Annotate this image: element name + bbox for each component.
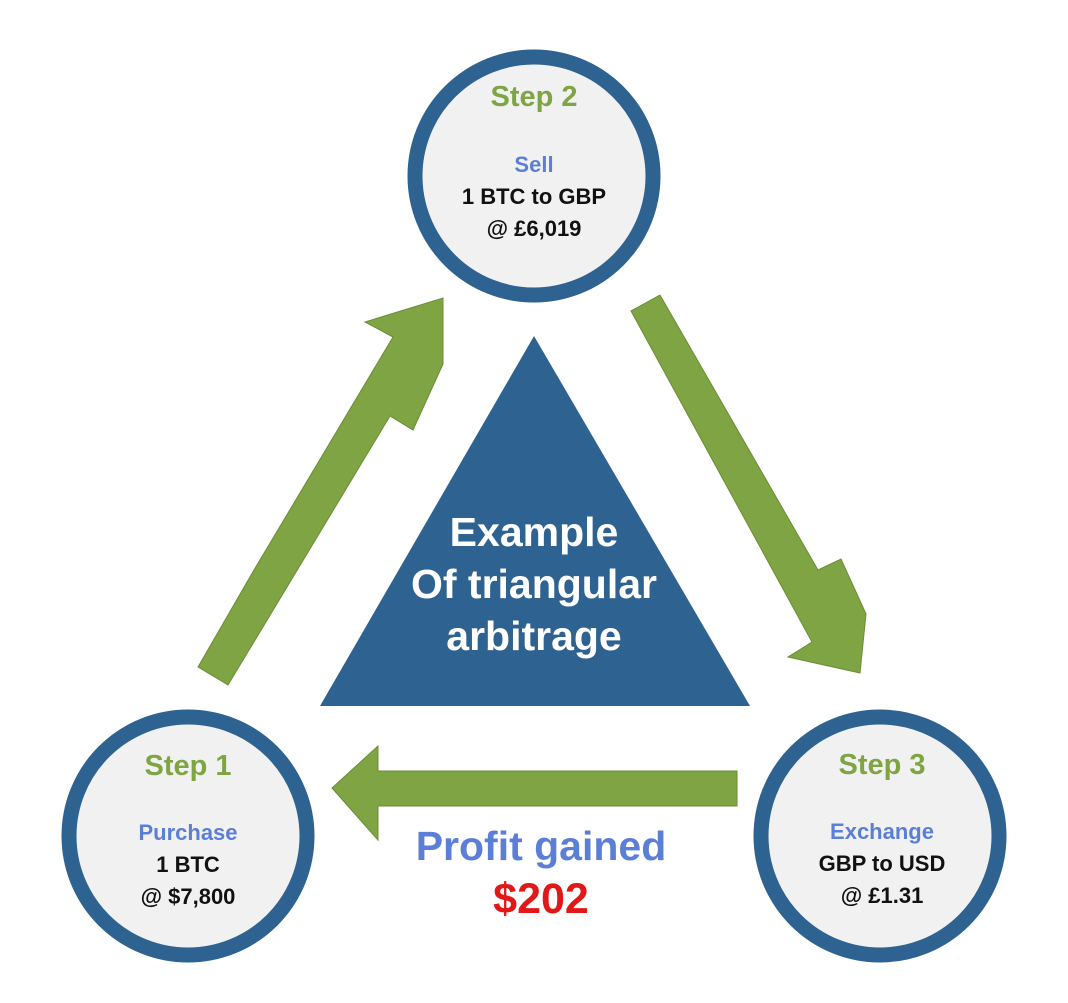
profit-label: Profit gained: [416, 823, 667, 869]
step-2-detail-line2: @ £6,019: [487, 216, 582, 241]
arrow-step3-to-step1: [331, 744, 738, 842]
center-triangle: [320, 336, 750, 706]
step-3-detail-line2: @ £1.31: [841, 883, 924, 908]
arrow-step1-to-step2: [197, 297, 444, 686]
step-3-detail-line1: GBP to USD: [819, 851, 946, 876]
step-1-action: Purchase: [138, 820, 237, 845]
step-2-detail-line1: 1 BTC to GBP: [462, 184, 606, 209]
profit-value: $202: [493, 875, 589, 923]
step-2-node: Step 2 Sell 1 BTC to GBP @ £6,019: [407, 49, 661, 303]
center-title-line3: arbitrage: [446, 613, 621, 659]
step-3-action: Exchange: [830, 819, 934, 844]
step-1-title: Step 1: [144, 750, 231, 782]
step-1-node: Step 1 Purchase 1 BTC @ $7,800: [61, 709, 315, 963]
center-title-line2: Of triangular: [411, 561, 657, 607]
step-2-circle: [407, 49, 661, 303]
arrow-step2-to-step3: [630, 294, 867, 674]
step-3-node: Step 3 Exchange GBP to USD @ £1.31: [753, 709, 1007, 963]
step-1-detail-line2: @ $7,800: [141, 884, 236, 909]
step-3-circle: [753, 709, 1007, 963]
step-2-action: Sell: [514, 152, 553, 177]
step-2-title: Step 2: [490, 81, 577, 113]
step-1-detail-line1: 1 BTC: [156, 852, 220, 877]
center-title-line1: Example: [450, 509, 619, 555]
step-1-circle: [61, 709, 315, 963]
step-3-title: Step 3: [838, 749, 925, 781]
